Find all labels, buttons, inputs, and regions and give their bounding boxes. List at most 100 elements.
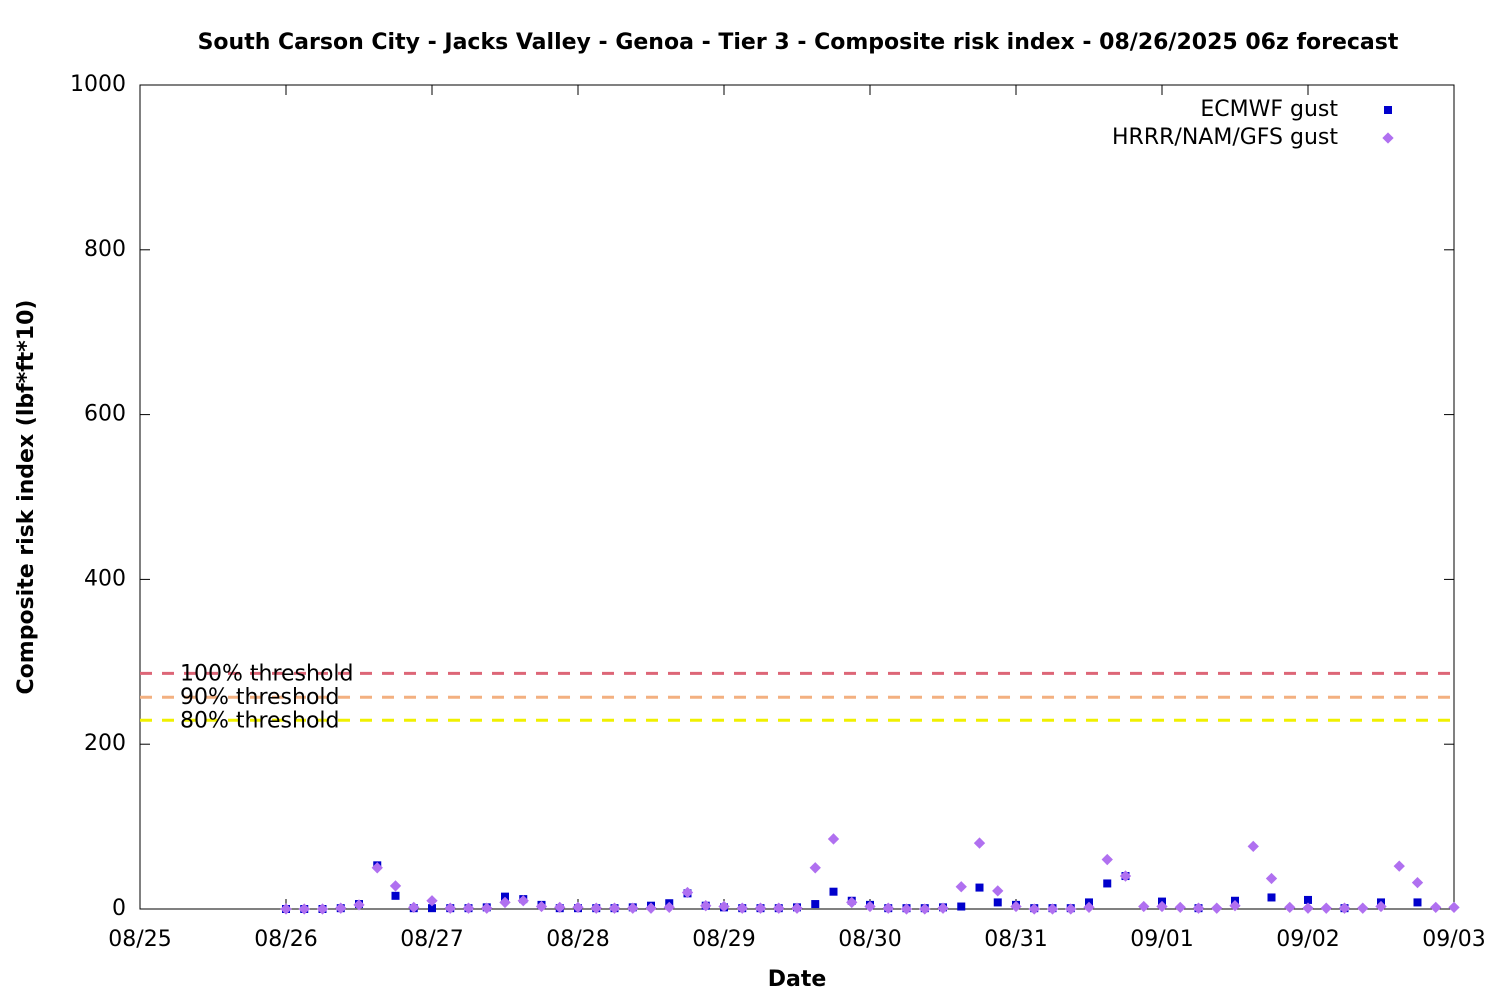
data-point [298,903,310,915]
y-tick-label: 800 [84,237,126,262]
data-point [335,902,347,914]
data-point [1430,901,1442,914]
y-tick-label: 0 [112,896,126,921]
data-point [517,895,529,907]
data-point [955,881,967,893]
data-point [663,901,675,914]
data-point [462,902,475,914]
data-point [1393,860,1405,872]
data-point [1065,903,1077,915]
chart-title: South Carson City - Jacks Valley - Genoa… [198,30,1399,55]
data-point [919,903,931,915]
data-point [811,900,820,909]
data-point [280,903,292,915]
y-tick-label: 1000 [70,72,126,97]
data-point [993,898,1002,907]
data-point [1010,900,1022,913]
y-tick-label: 200 [84,731,126,756]
data-point [1083,901,1095,914]
data-point [590,902,602,914]
data-point [371,862,383,874]
x-tick-label: 08/27 [400,927,463,952]
data-point [1138,900,1150,913]
data-point [501,892,509,901]
x-tick-label: 08/31 [984,927,1047,952]
data-point [937,902,949,914]
data-point [1211,902,1223,914]
data-point [408,901,420,914]
data-point [1265,872,1278,885]
data-point [773,902,785,914]
data-point [1119,870,1132,882]
data-point [572,901,584,914]
data-point [1302,902,1314,914]
data-point [426,895,438,907]
threshold-label: 100% threshold [180,661,354,686]
data-point [1192,902,1205,914]
x-tick-label: 08/25 [108,927,171,952]
data-point [1103,879,1112,888]
x-tick-label: 08/30 [838,927,901,952]
data-point [444,902,456,914]
legend-marker [1384,106,1392,114]
data-point [809,862,821,874]
data-point [554,901,566,914]
data-point [1357,902,1369,914]
data-point [1411,876,1424,889]
data-point [1267,893,1276,902]
data-point [1247,840,1259,853]
data-point [1338,902,1351,914]
data-point [353,899,365,911]
data-point [645,902,657,914]
data-point [1156,900,1168,913]
x-axis-label: Date [768,967,827,992]
data-point [608,902,621,914]
data-point [428,904,436,913]
data-point [535,900,548,913]
x-tick-label: 09/01 [1130,927,1193,952]
legend-marker [1382,132,1394,144]
data-point [975,883,984,892]
data-point [316,903,329,915]
y-tick-label: 400 [84,566,126,591]
legend-label: HRRR/NAM/GFS gust [1112,125,1338,150]
data-point [829,887,838,896]
data-point [882,902,894,914]
legend-label: ECMWF gust [1200,97,1338,122]
x-tick-label: 08/29 [692,927,755,952]
data-point [481,902,493,914]
data-point [1375,900,1387,913]
data-point [736,902,748,914]
data-point [499,896,511,909]
data-point [1320,902,1332,914]
data-point [389,880,402,892]
data-point [973,837,986,849]
threshold-label: 90% threshold [180,685,340,710]
data-point [827,833,840,845]
data-point [1174,901,1186,914]
data-point [700,900,712,912]
data-point [1413,898,1422,907]
data-point [718,900,730,913]
data-point [391,891,400,900]
data-point [754,902,767,914]
y-axis-label: Composite risk index (lbf*ft*10) [14,300,39,695]
x-tick-label: 08/26 [254,927,317,952]
data-point [681,886,694,899]
data-point [992,885,1004,897]
data-point [791,902,803,914]
data-point [1284,901,1296,914]
x-tick-label: 09/02 [1276,927,1339,952]
data-point [846,896,858,909]
threshold-label: 80% threshold [180,708,340,733]
data-point [1046,903,1059,915]
data-point [1028,903,1040,915]
data-point [627,902,639,914]
y-tick-label: 600 [84,402,126,427]
data-point [1229,900,1241,912]
data-point [900,903,913,915]
data-point [1101,853,1113,866]
x-tick-label: 09/03 [1422,927,1485,952]
